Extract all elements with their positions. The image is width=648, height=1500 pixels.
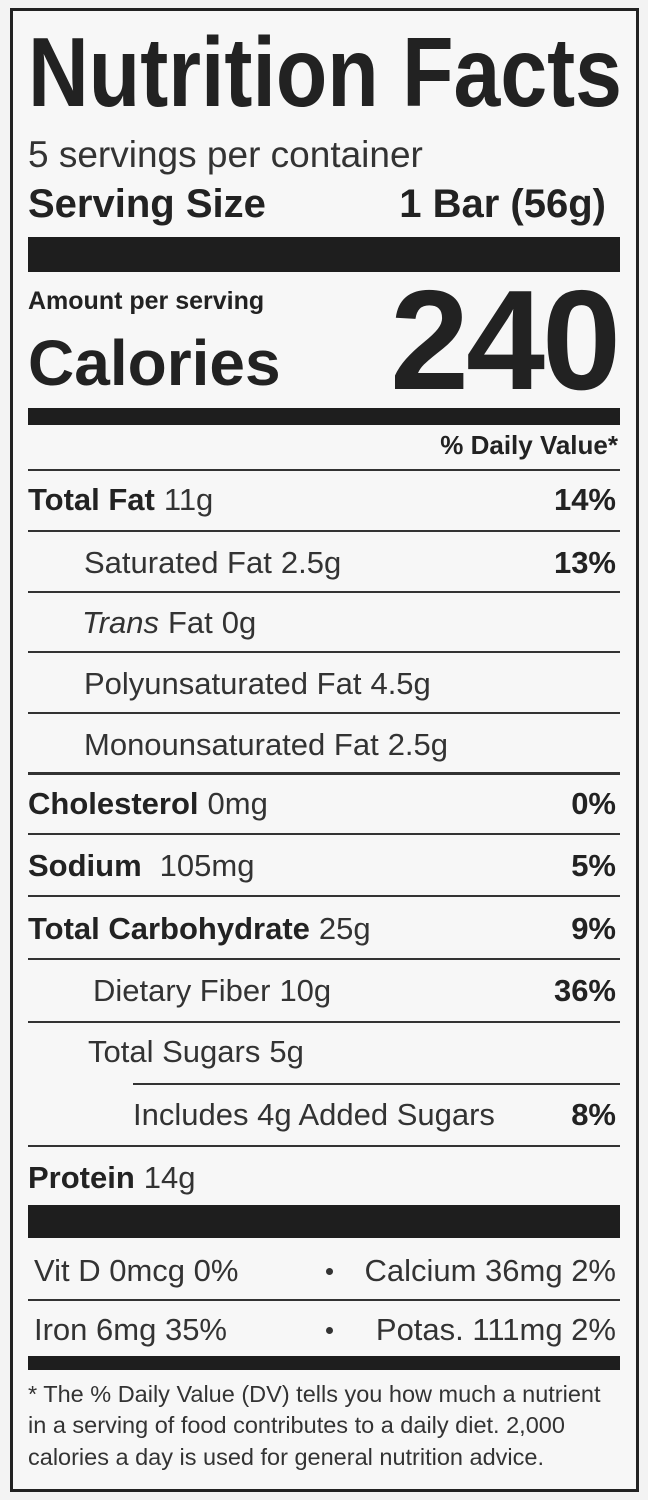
nutrient-amount: 2.5g: [387, 727, 449, 762]
nutrient-row: Sodium 105mg 5%: [28, 846, 616, 886]
rule: [28, 1299, 620, 1301]
rule: [28, 651, 620, 653]
nutrient-amount: 14g: [143, 1160, 196, 1195]
nutrient-dv: 5%: [571, 848, 616, 883]
nutrient-row: Trans Fat 0g: [82, 603, 616, 643]
nutrient-dv: 13%: [553, 545, 616, 580]
nutrient-name: Includes 4g Added Sugars: [133, 1097, 495, 1132]
nutrient-amount: 105mg: [159, 848, 255, 883]
nutrient-row: Monounsaturated Fat 2.5g: [84, 725, 616, 765]
nutrient-amount: 10g: [279, 973, 332, 1008]
nutrient-name: Sodium: [28, 848, 142, 883]
nutrient-amount: 11g: [163, 482, 214, 517]
nutrient-amount: 2.5g: [280, 545, 342, 580]
nutrient-amount: 4.5g: [370, 666, 431, 701]
nutrient-amount: 5g: [269, 1034, 304, 1069]
bullet: [326, 1327, 333, 1334]
title: Nutrition Facts: [28, 18, 622, 118]
nutrient-dv: 8%: [571, 1097, 616, 1132]
nutrient-row: Protein 14g: [28, 1158, 616, 1198]
vitamin: Potas. 111mg 2%: [375, 1312, 616, 1347]
nutrient-dv: 36%: [553, 973, 616, 1008]
rule: [28, 1145, 620, 1147]
vitamin: Calcium 36mg 2%: [364, 1253, 616, 1288]
nutrient-name: Cholesterol: [28, 786, 199, 821]
nutrient-name: Fat: [167, 605, 213, 640]
rule: [28, 591, 620, 593]
nutrient-name: Monounsaturated Fat: [84, 727, 379, 762]
rule: [28, 833, 620, 835]
nutrient-row: Total Fat 11g 14%: [28, 480, 616, 520]
calories-value: 240: [390, 261, 621, 420]
nutrient-row: Total Carbohydrate 25g 9%: [28, 909, 616, 949]
footnote-line: in a serving of food contributes to a da…: [28, 1412, 565, 1438]
vitamin: Vit D 0mcg 0%: [34, 1253, 239, 1288]
nutrient-name: Protein: [28, 1160, 135, 1195]
thick-bar: [28, 1205, 620, 1238]
rule: [28, 469, 620, 471]
rule: [28, 1021, 620, 1023]
thick-bar: [28, 237, 620, 272]
nutrient-dv: 14%: [553, 482, 616, 517]
daily-value-header: % Daily Value*: [440, 430, 618, 460]
rule: [28, 530, 620, 532]
footnote-line: * The % Daily Value (DV) tells you how m…: [28, 1381, 601, 1407]
serving-size-label: Serving Size: [28, 182, 266, 226]
vitamin-row: Iron 6mg 35% Potas. 111mg 2%: [34, 1310, 616, 1350]
servings: 5 servings per container: [28, 134, 423, 175]
nutrient-amount: 25g: [318, 911, 371, 946]
nutrient-row: Cholesterol 0mg 0%: [28, 784, 616, 824]
bullet: [326, 1268, 333, 1275]
nutrient-name: Total Sugars: [88, 1034, 261, 1069]
nutrient-name: Dietary Fiber: [93, 973, 271, 1008]
nutrient-name: Saturated Fat: [84, 545, 272, 580]
nutrient-name: Total Fat: [28, 482, 155, 517]
medium-bar: [28, 1356, 620, 1370]
medium-bar: [28, 408, 620, 425]
nutrient-name: Polyunsaturated Fat: [84, 666, 362, 701]
footnote-line: calories a day is used for general nutri…: [28, 1444, 544, 1470]
nutrient-row: Includes 4g Added Sugars 8%: [133, 1095, 616, 1135]
nutrient-row: Dietary Fiber 10g 36%: [93, 971, 616, 1011]
vitamin: Iron 6mg 35%: [34, 1312, 227, 1347]
rule: [28, 958, 620, 960]
nutrient-row: Saturated Fat 2.5g 13%: [84, 543, 616, 583]
rule: [28, 712, 620, 714]
calories-label: Calories: [28, 327, 281, 399]
nutrient-row: Polyunsaturated Fat 4.5g: [84, 664, 616, 704]
title-svg: Nutrition Facts: [28, 18, 622, 118]
nutrient-name: Total Carbohydrate: [28, 911, 310, 946]
rule: [133, 1083, 620, 1085]
rule: [28, 772, 620, 775]
rule: [28, 895, 620, 897]
nutrient-row: Total Sugars 5g: [88, 1032, 616, 1072]
nutrient-prefix: Trans: [82, 605, 159, 640]
nutrient-dv: 9%: [571, 911, 616, 946]
vitamin-row: Vit D 0mcg 0% Calcium 36mg 2%: [34, 1251, 616, 1291]
nutrient-amount: 0mg: [207, 786, 268, 821]
nutrient-amount: 0g: [221, 605, 257, 640]
serving-size-value: 1 Bar (56g): [399, 182, 606, 226]
nutrient-dv: 0%: [571, 786, 616, 821]
amount-per-serving: Amount per serving: [28, 287, 265, 315]
